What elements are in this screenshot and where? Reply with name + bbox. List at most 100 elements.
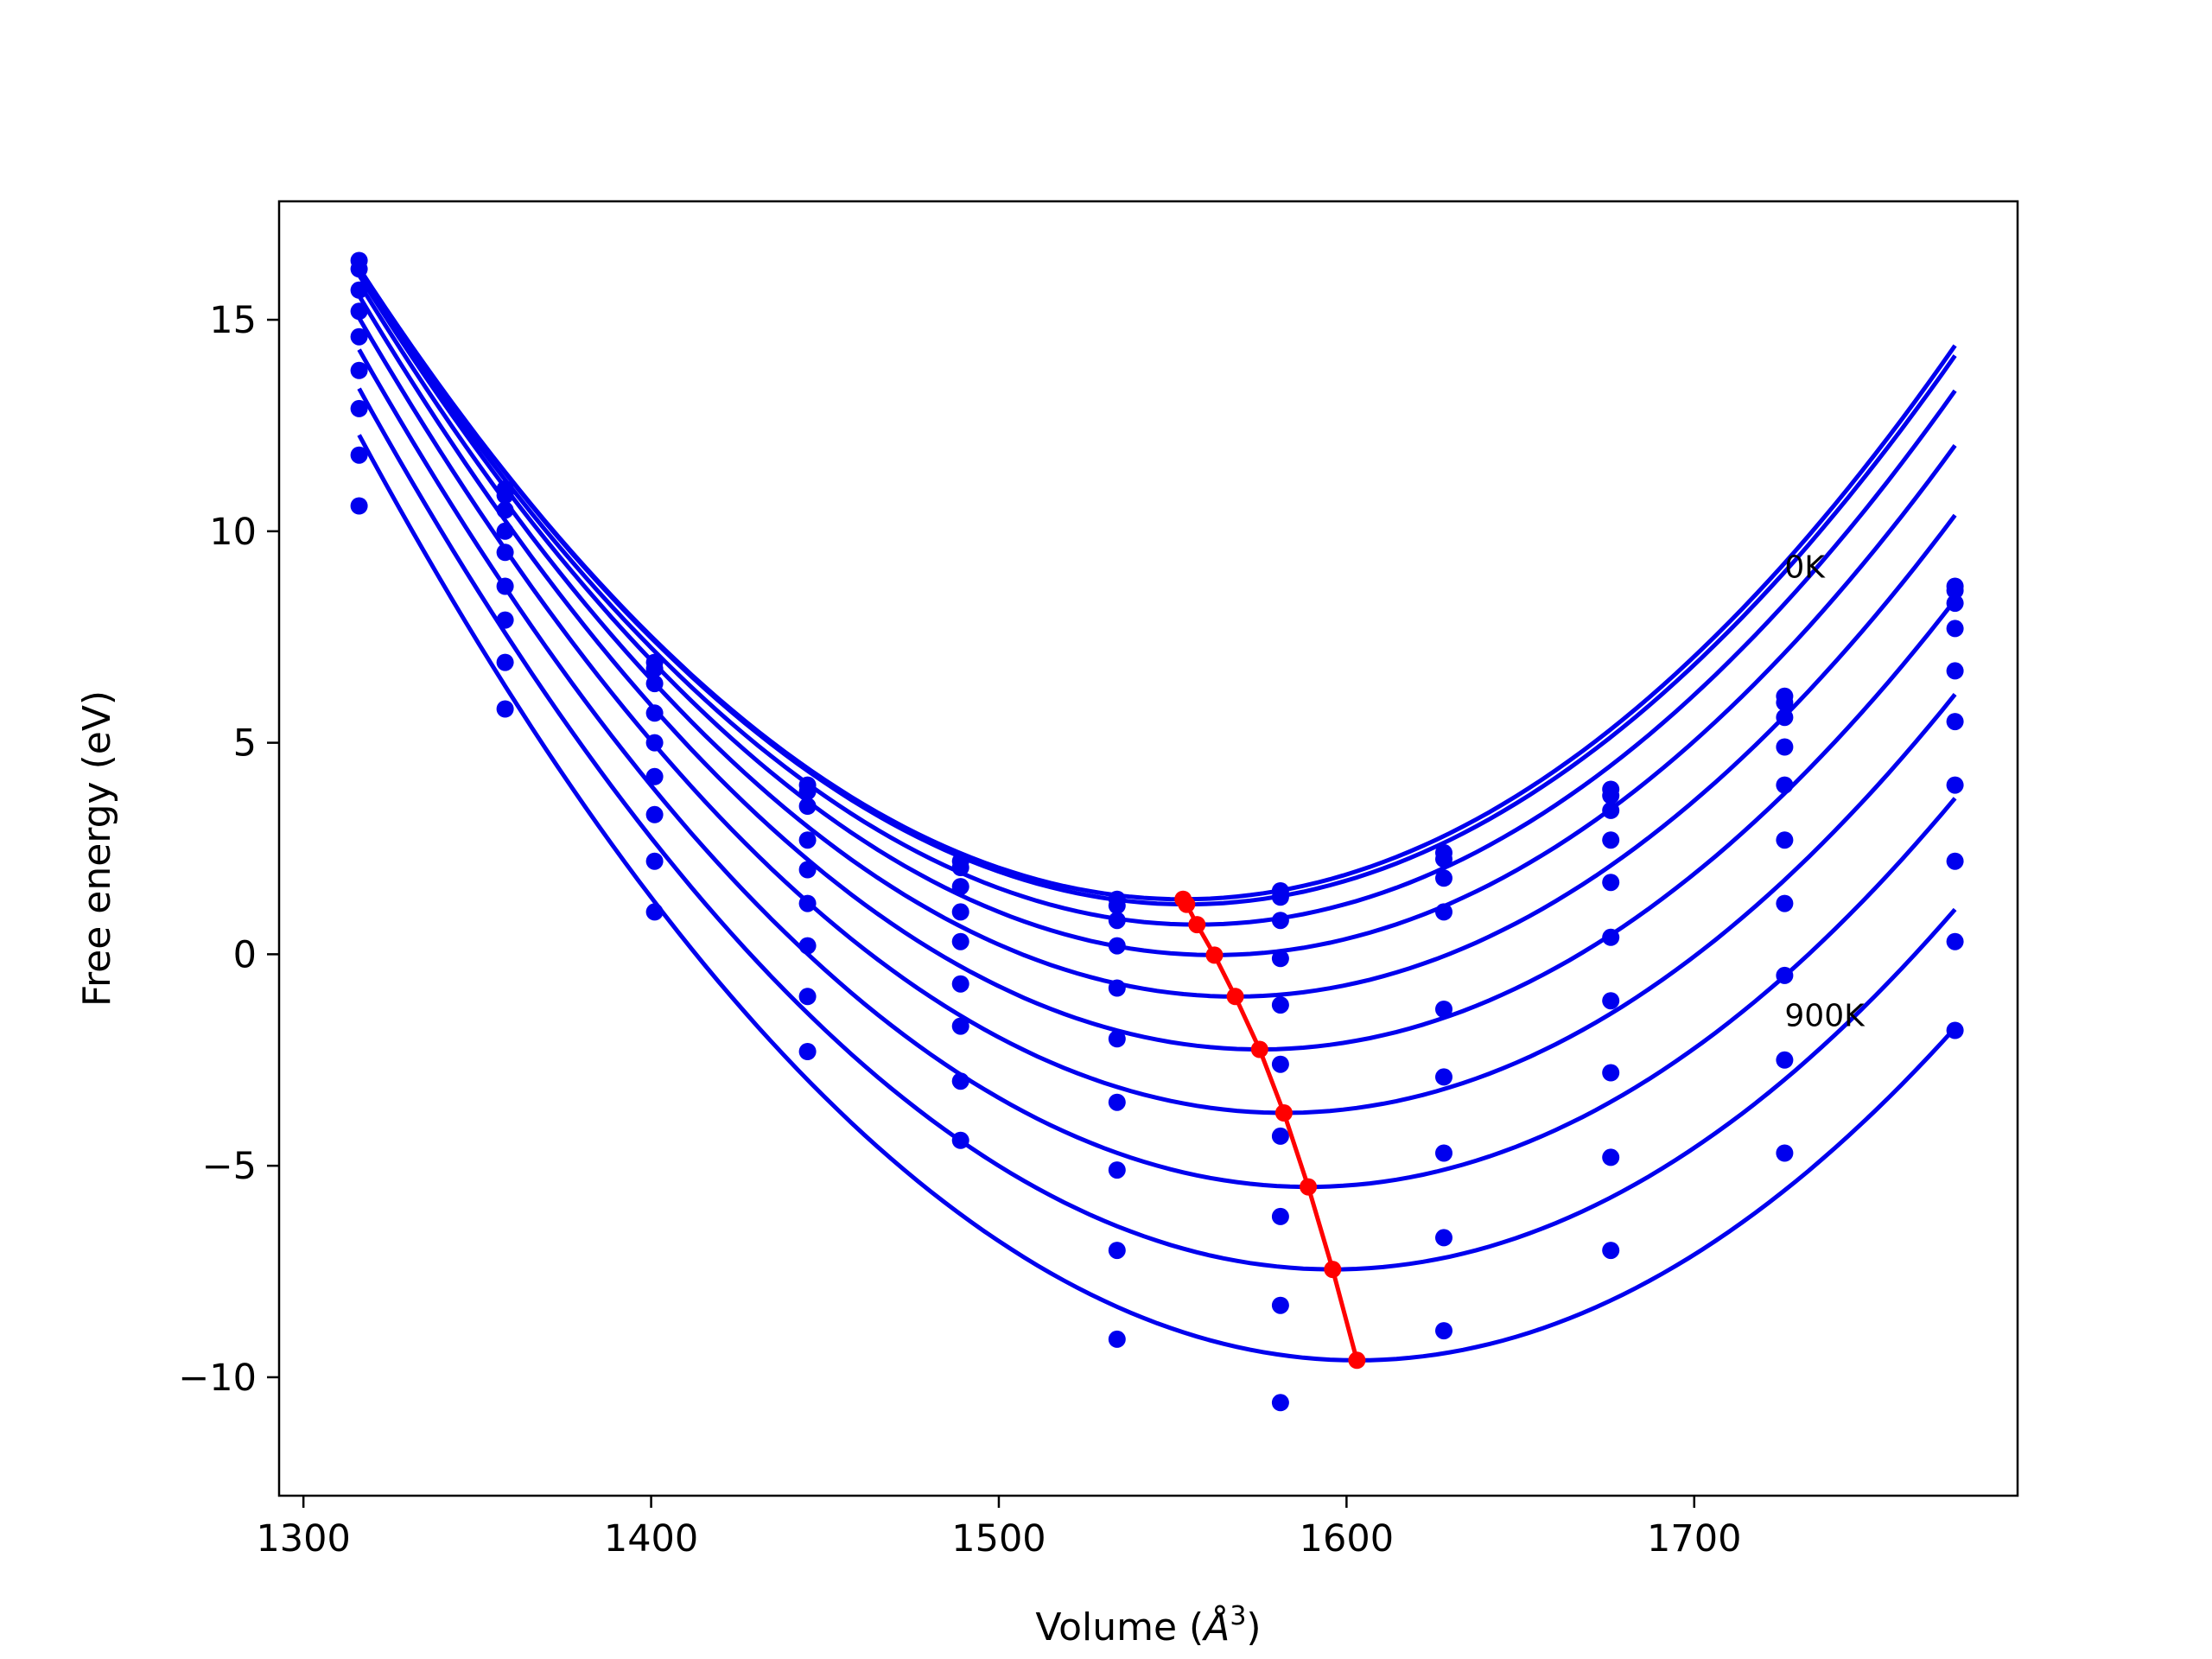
data-point-500k-6 bbox=[1271, 1055, 1289, 1073]
x-tick-label-1500: 1500 bbox=[951, 1517, 1046, 1560]
data-point-300k-8 bbox=[1602, 831, 1620, 849]
plot-frame bbox=[279, 201, 2018, 1496]
data-point-400k-3 bbox=[798, 861, 817, 879]
minimum-marker-7 bbox=[1300, 1178, 1318, 1196]
data-points bbox=[350, 251, 1964, 1412]
data-point-500k-7 bbox=[1435, 1068, 1452, 1086]
data-point-800k-5 bbox=[1108, 1242, 1126, 1260]
data-point-100k-4 bbox=[951, 859, 969, 876]
y-tick-label--5: −5 bbox=[202, 1145, 257, 1188]
fit-curve-800k bbox=[357, 387, 1957, 1272]
data-point-300k-7 bbox=[1435, 903, 1452, 921]
data-point-100k-0 bbox=[350, 260, 368, 278]
data-point-400k-1 bbox=[496, 543, 514, 562]
data-point-600k-7 bbox=[1435, 1144, 1452, 1162]
minimum-marker-1 bbox=[1178, 895, 1196, 913]
data-point-800k-6 bbox=[1271, 1296, 1289, 1314]
annotation-900k: 900K bbox=[1784, 999, 1866, 1034]
data-point-400k-10 bbox=[1946, 662, 1964, 680]
data-point-100k-8 bbox=[1602, 786, 1620, 804]
minima-line bbox=[1174, 890, 1366, 1370]
data-point-900k-6 bbox=[1271, 1394, 1289, 1412]
data-point-800k-10 bbox=[1946, 932, 1964, 950]
data-point-800k-3 bbox=[798, 1043, 817, 1060]
data-point-800k-4 bbox=[951, 1131, 969, 1149]
data-point-800k-9 bbox=[1776, 1051, 1794, 1069]
data-point-400k-9 bbox=[1776, 776, 1794, 794]
data-point-700k-10 bbox=[1946, 852, 1964, 870]
data-point-200k-2 bbox=[645, 675, 664, 693]
minimum-marker-9 bbox=[1348, 1351, 1366, 1370]
minimum-marker-5 bbox=[1250, 1040, 1268, 1058]
data-point-800k-1 bbox=[496, 700, 514, 718]
data-point-400k-2 bbox=[645, 734, 664, 752]
fit-curve-500k bbox=[357, 295, 1957, 1052]
minimum-marker-2 bbox=[1188, 916, 1206, 934]
x-tick-label-1600: 1600 bbox=[1300, 1517, 1394, 1560]
data-point-600k-4 bbox=[951, 1017, 969, 1035]
y-tick-label-15: 15 bbox=[209, 299, 257, 342]
x-axis-ticks: 1300 1400 1500 1600 1700 bbox=[256, 1496, 1741, 1560]
data-point-300k-9 bbox=[1776, 738, 1794, 756]
data-point-200k-8 bbox=[1602, 801, 1620, 819]
data-point-300k-0 bbox=[350, 302, 368, 321]
data-point-200k-3 bbox=[798, 798, 817, 815]
data-point-700k-3 bbox=[798, 988, 817, 1006]
minimum-marker-8 bbox=[1324, 1261, 1342, 1279]
data-point-100k-7 bbox=[1435, 850, 1452, 868]
fit-curve-400k bbox=[357, 282, 1957, 999]
y-tick-label-5: 5 bbox=[233, 722, 257, 766]
data-point-400k-0 bbox=[350, 327, 368, 346]
data-point-300k-5 bbox=[1108, 937, 1126, 955]
data-point-300k-4 bbox=[951, 903, 969, 921]
data-point-800k-2 bbox=[645, 903, 664, 921]
data-point-700k-6 bbox=[1271, 1207, 1289, 1225]
data-point-500k-9 bbox=[1776, 831, 1794, 849]
data-point-500k-5 bbox=[1108, 1030, 1126, 1048]
data-point-800k-8 bbox=[1602, 1148, 1620, 1166]
data-point-200k-9 bbox=[1776, 709, 1794, 727]
data-point-200k-6 bbox=[1271, 912, 1289, 930]
data-point-600k-8 bbox=[1602, 992, 1620, 1010]
data-point-400k-4 bbox=[951, 932, 969, 950]
x-tick-label-1400: 1400 bbox=[604, 1517, 698, 1560]
data-point-200k-10 bbox=[1946, 594, 1964, 613]
fit-curve-900k bbox=[357, 434, 1957, 1363]
data-point-100k-9 bbox=[1776, 694, 1794, 712]
data-point-300k-10 bbox=[1946, 620, 1964, 638]
data-point-700k-8 bbox=[1602, 1064, 1620, 1082]
data-point-100k-2 bbox=[645, 659, 664, 677]
data-point-300k-1 bbox=[496, 522, 514, 540]
data-point-900k-5 bbox=[1108, 1330, 1126, 1348]
data-point-500k-8 bbox=[1602, 928, 1620, 946]
minimum-marker-4 bbox=[1226, 988, 1244, 1006]
data-point-100k-5 bbox=[1108, 897, 1126, 915]
y-tick-label-0: 0 bbox=[233, 933, 257, 976]
data-point-900k-8 bbox=[1602, 1242, 1620, 1260]
fit-curve-200k bbox=[357, 270, 1957, 927]
data-point-400k-5 bbox=[1108, 979, 1126, 997]
data-point-400k-7 bbox=[1435, 1001, 1452, 1018]
data-point-300k-6 bbox=[1271, 950, 1289, 968]
data-point-700k-5 bbox=[1108, 1161, 1126, 1179]
fit-curve-100k bbox=[357, 266, 1957, 907]
data-point-300k-2 bbox=[645, 704, 664, 722]
data-point-500k-4 bbox=[951, 975, 969, 993]
data-point-200k-7 bbox=[1435, 869, 1452, 887]
annotation-0k: 0K bbox=[1784, 550, 1826, 586]
data-point-800k-7 bbox=[1435, 1322, 1452, 1340]
data-point-400k-8 bbox=[1602, 874, 1620, 892]
data-point-100k-1 bbox=[496, 486, 514, 505]
y-axis-ticks: 15 10 5 0 −5 −10 bbox=[178, 299, 279, 1400]
data-point-900k-9 bbox=[1776, 1144, 1794, 1162]
plot-border bbox=[277, 200, 2019, 1497]
annotations: 0K 900K bbox=[1784, 550, 1866, 1034]
y-tick-label-10: 10 bbox=[209, 511, 257, 554]
data-point-100k-6 bbox=[1271, 888, 1289, 906]
data-point-500k-0 bbox=[350, 361, 368, 379]
x-tick-label-1700: 1700 bbox=[1647, 1517, 1741, 1560]
data-point-500k-2 bbox=[645, 767, 664, 785]
fit-curves bbox=[357, 266, 1957, 1363]
minima-connecting-line bbox=[1181, 898, 1359, 1361]
